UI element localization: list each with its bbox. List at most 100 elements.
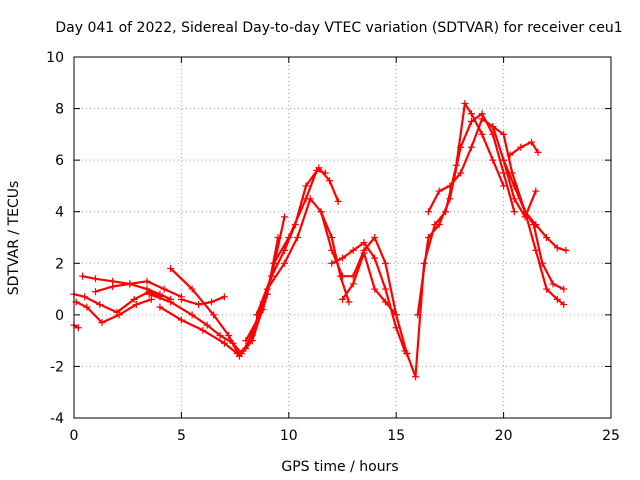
- series-sat-s: [500, 156, 568, 293]
- data-point: [130, 295, 138, 303]
- data-point: [306, 195, 314, 203]
- data-point: [457, 143, 465, 151]
- axis-ticks: [73, 56, 612, 419]
- data-point: [302, 182, 310, 190]
- data-point: [293, 234, 301, 241]
- data-point: [345, 298, 353, 306]
- data-point: [528, 138, 536, 146]
- y-tick-label: -2: [50, 359, 64, 375]
- data-point: [115, 311, 123, 319]
- series-line: [319, 210, 408, 355]
- data-point: [424, 208, 432, 216]
- data-point: [229, 339, 237, 347]
- series-sat-j: [253, 164, 342, 319]
- series-line: [75, 298, 153, 324]
- data-point: [489, 123, 497, 131]
- tick-labels: 0 5 10 15 20 25 -4 -2 0 2 4 6 8 10: [46, 50, 620, 444]
- data-point: [98, 319, 106, 327]
- data-point: [534, 148, 542, 156]
- series-sat-h: [177, 293, 228, 309]
- x-tick-label: 20: [495, 428, 513, 444]
- data-point: [167, 298, 175, 306]
- data-point: [216, 331, 224, 339]
- series-line: [180, 295, 226, 306]
- data-point: [225, 331, 233, 339]
- grid: [74, 57, 611, 418]
- y-axis-title: SDTVAR / TECUs: [6, 181, 22, 296]
- data-point: [199, 326, 207, 334]
- data-point: [334, 197, 342, 205]
- data-point: [160, 285, 168, 293]
- x-tick-label: 25: [602, 428, 620, 444]
- series-line: [94, 282, 172, 301]
- data-point: [233, 350, 241, 358]
- series-line: [513, 184, 565, 306]
- data-point: [188, 285, 196, 293]
- data-point: [517, 143, 525, 151]
- data-point: [281, 259, 289, 267]
- data-point: [339, 295, 346, 303]
- data-point: [328, 259, 336, 267]
- data-point: [177, 295, 185, 303]
- data-point: [562, 246, 570, 254]
- data-point: [500, 182, 508, 190]
- data-point: [381, 285, 389, 293]
- plot-frame: [73, 56, 612, 419]
- y-tick-label: 0: [55, 308, 64, 324]
- data-point: [560, 301, 568, 309]
- data-point: [91, 275, 99, 283]
- y-tick-label: 4: [55, 205, 64, 221]
- series-line: [416, 112, 516, 316]
- y-tick-label: 8: [55, 102, 64, 118]
- plot-area: [70, 99, 570, 381]
- data-point: [543, 285, 551, 293]
- data-point: [156, 303, 164, 311]
- data-point: [220, 339, 228, 347]
- series-sat-t: [510, 182, 568, 309]
- chart-title: Day 041 of 2022, Sidereal Day-to-day VTE…: [55, 20, 622, 36]
- data-point: [281, 246, 289, 254]
- data-point: [349, 280, 357, 288]
- series-line: [330, 241, 406, 353]
- data-point: [530, 221, 538, 229]
- data-point: [156, 290, 164, 298]
- data-point: [560, 285, 568, 293]
- data-point: [478, 130, 486, 138]
- data-point: [109, 282, 117, 290]
- series-line: [266, 197, 350, 304]
- data-point: [328, 246, 336, 254]
- data-point: [371, 254, 379, 262]
- series-line: [255, 166, 340, 316]
- data-point: [457, 169, 465, 177]
- series-sat-i: [242, 166, 329, 345]
- data-point: [553, 295, 561, 303]
- data-point: [435, 187, 443, 195]
- data-point: [381, 298, 389, 306]
- data-point: [467, 110, 475, 118]
- data-point: [210, 311, 218, 319]
- data-point: [253, 311, 261, 319]
- data-point: [81, 293, 89, 301]
- data-point: [326, 177, 334, 185]
- data-point: [446, 182, 454, 190]
- series-sat-u: [506, 138, 542, 159]
- data-point: [281, 213, 289, 221]
- data-point: [543, 234, 551, 241]
- data-point: [83, 303, 91, 311]
- data-point: [478, 115, 486, 123]
- data-point: [79, 272, 87, 280]
- data-point: [371, 234, 379, 241]
- data-point: [268, 272, 276, 280]
- data-point: [403, 350, 411, 358]
- series-sat-f: [145, 290, 267, 358]
- data-point: [167, 264, 175, 272]
- series-sat-v: [70, 321, 82, 332]
- y-tick-label: 2: [55, 256, 64, 272]
- data-point: [143, 277, 151, 285]
- data-point: [392, 311, 400, 319]
- data-point: [220, 293, 228, 301]
- data-point: [424, 234, 432, 241]
- data-point: [315, 164, 323, 172]
- x-tick-label: 0: [70, 428, 79, 444]
